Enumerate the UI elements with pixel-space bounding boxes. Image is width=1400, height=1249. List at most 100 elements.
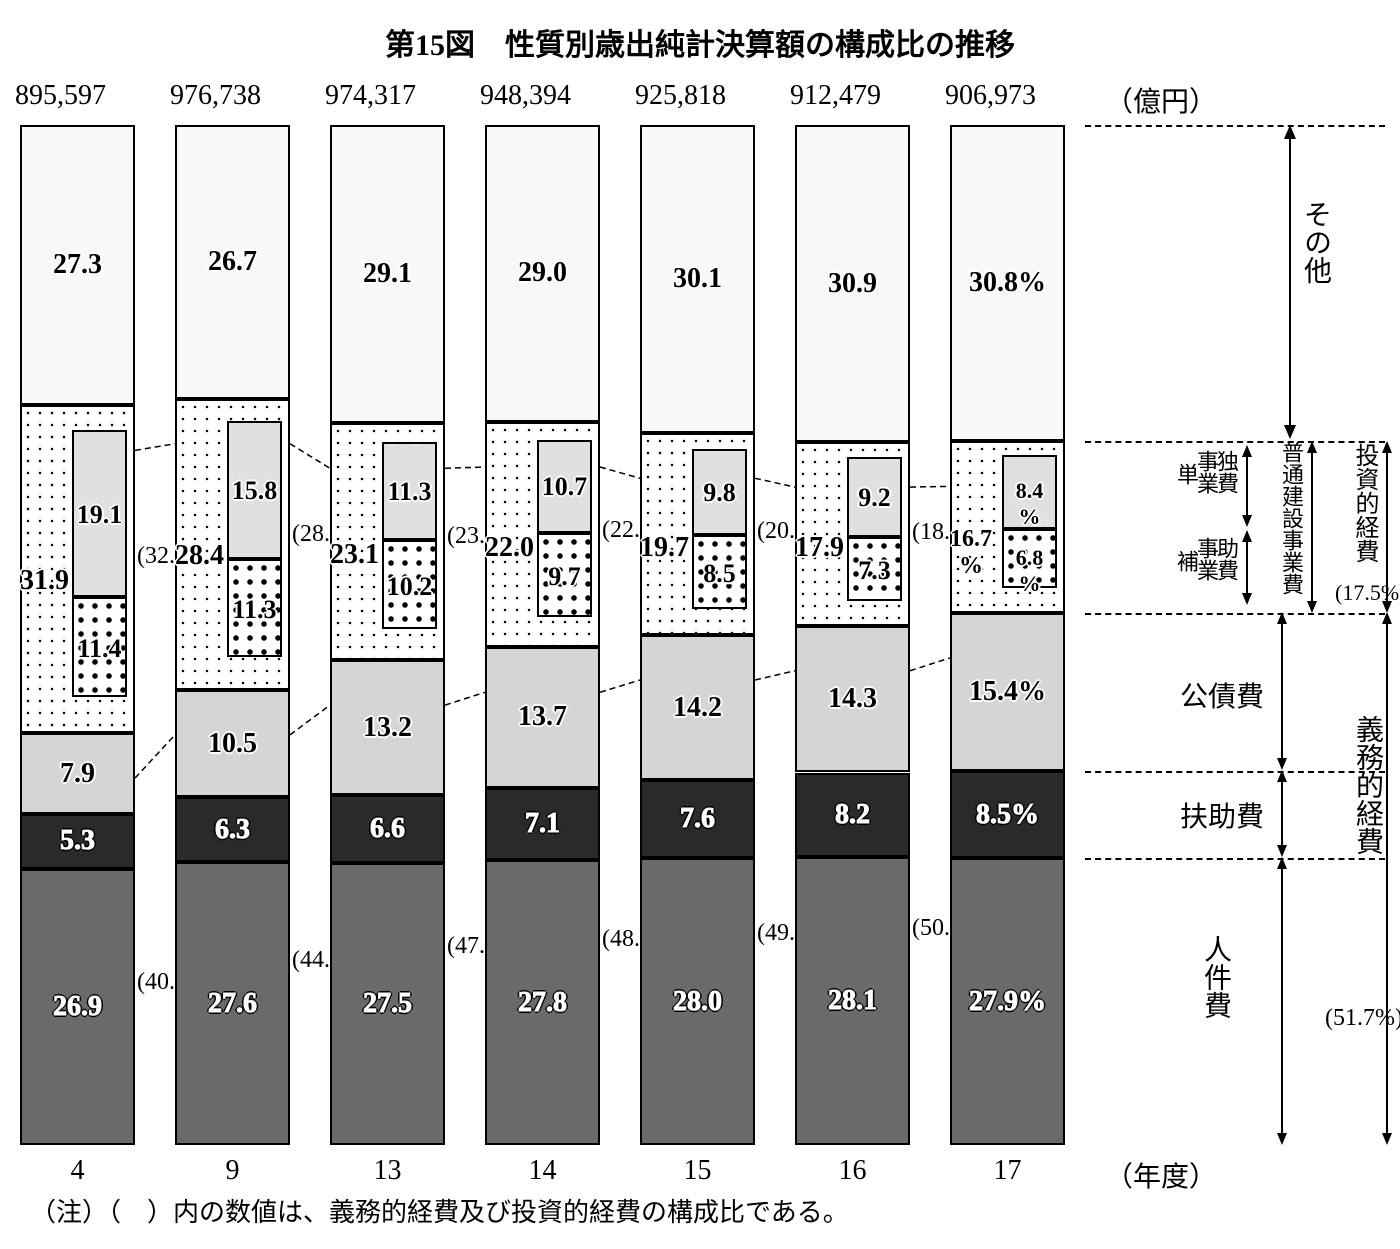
bar-group: 28.07.614.219.79.88.530.115(49.8)(20.1) bbox=[640, 125, 755, 1145]
segment-label: 6.6 bbox=[370, 813, 405, 845]
chart-area: （億円） 895,597976,738974,317948,394925,818… bbox=[20, 80, 1380, 1180]
segment-label: 17.9 bbox=[795, 532, 844, 564]
inner-hojo: 8.5 bbox=[692, 535, 747, 609]
segment-other: 30.9 bbox=[795, 125, 910, 442]
segment-label: 10.2 bbox=[384, 572, 435, 602]
segment-koubai: 14.3 bbox=[795, 626, 910, 773]
segment-label: 30.8% bbox=[969, 267, 1046, 299]
segment-koubai: 13.7 bbox=[485, 647, 600, 787]
label-other: その他 bbox=[1295, 200, 1335, 284]
segment-jinken: 28.0 bbox=[640, 858, 755, 1145]
total-value: 912,479 bbox=[790, 80, 881, 112]
segment-label: 7.6 bbox=[680, 803, 715, 835]
unit-label: （億円） bbox=[1105, 80, 1217, 120]
segment-label: 27.6 bbox=[208, 988, 257, 1020]
guide-line bbox=[1085, 441, 1385, 443]
segment-koubai: 14.2 bbox=[640, 635, 755, 780]
bar-group: 28.18.214.317.99.27.330.916(50.6)(18.5) bbox=[795, 125, 910, 1145]
segment-koubai: 10.5 bbox=[175, 690, 290, 798]
segment-jinken: 26.9 bbox=[20, 869, 135, 1145]
segment-invest: 31.919.1 11.4 bbox=[20, 405, 135, 733]
segment-jinken: 27.9% bbox=[950, 858, 1065, 1145]
label-gimu: 義務的経費 bbox=[1347, 715, 1387, 855]
segment-label: 16.7% bbox=[950, 526, 992, 580]
year-label: 13 bbox=[330, 1155, 445, 1187]
label-gimu-pct: (51.7%) bbox=[1325, 1005, 1400, 1032]
segment-label: 8.4% bbox=[1004, 478, 1055, 530]
segment-fujo: 5.3 bbox=[20, 814, 135, 868]
segment-label: 27.3 bbox=[53, 249, 102, 281]
bar-group: 26.95.37.931.919.111.427.34(40.1)(32.6) bbox=[20, 125, 135, 1145]
annotation-right: その他 投資的経費 (17.5%) 普通建設事業費 独費 単 事業 bbox=[1100, 125, 1400, 1145]
segment-label: 8.5 bbox=[694, 559, 745, 589]
inner-hojo: 11.3 bbox=[227, 559, 282, 657]
segment-invest: 16.7%8.4%6.8% bbox=[950, 441, 1065, 613]
label-ji1: 事業 bbox=[1190, 450, 1222, 494]
segment-label: 8.5% bbox=[976, 799, 1039, 831]
guide-line bbox=[1085, 613, 1385, 615]
label-fujo: 扶助費 bbox=[1180, 795, 1264, 835]
inner-dokuhi: 19.1 bbox=[72, 430, 127, 597]
segment-label: 13.7 bbox=[518, 701, 567, 733]
segment-label: 7.9 bbox=[60, 758, 95, 790]
bar-group: 27.87.113.722.010.79.729.014(48.7)(22.3) bbox=[485, 125, 600, 1145]
segment-label: 8.2 bbox=[835, 799, 870, 831]
segment-jinken: 27.5 bbox=[330, 863, 445, 1145]
label-futsuu: 普通建設事業費 bbox=[1275, 441, 1307, 595]
bar-group: 27.9%8.5%15.4%16.7%8.4%6.8%30.8%17 bbox=[950, 125, 1065, 1145]
segment-label: 7.3 bbox=[849, 556, 900, 586]
label-invest: 投資的経費 bbox=[1347, 443, 1382, 563]
segment-label: 19.7 bbox=[640, 532, 689, 564]
label-invest-pct: (17.5%) bbox=[1335, 580, 1400, 606]
segment-fujo: 6.6 bbox=[330, 795, 445, 863]
segment-label: 6.3 bbox=[215, 814, 250, 846]
inner-dokuhi: 10.7 bbox=[537, 440, 592, 533]
chart-title: 第15図 性質別歳出純計決算額の構成比の推移 bbox=[0, 20, 1400, 64]
segment-other: 27.3 bbox=[20, 125, 135, 405]
segment-fujo: 8.5% bbox=[950, 771, 1065, 858]
total-value: 895,597 bbox=[15, 80, 106, 112]
segment-fujo: 7.6 bbox=[640, 780, 755, 858]
total-value: 974,317 bbox=[325, 80, 416, 112]
bar-group: 27.66.310.528.415.811.326.79(44.4)(28.9) bbox=[175, 125, 290, 1145]
inner-dokuhi: 9.2 bbox=[847, 457, 902, 537]
segment-label: 9.8 bbox=[694, 478, 745, 508]
footnote: （注）（ ）内の数値は、義務的経費及び投資的経費の構成比である。 bbox=[30, 1192, 849, 1229]
segment-label: 14.3 bbox=[828, 683, 877, 715]
inner-dokuhi: 9.8 bbox=[692, 449, 747, 534]
year-label: 15 bbox=[640, 1155, 755, 1187]
segment-label: 5.3 bbox=[60, 825, 95, 857]
segment-label: 29.1 bbox=[363, 258, 412, 290]
segment-label: 7.1 bbox=[525, 808, 560, 840]
segment-label: 15.8 bbox=[229, 476, 280, 506]
segment-invest: 23.111.310.2 bbox=[330, 423, 445, 660]
bar-group: 27.56.613.223.111.310.229.113(47.3)(23.6… bbox=[330, 125, 445, 1145]
year-label: 4 bbox=[20, 1155, 135, 1187]
year-label: 14 bbox=[485, 1155, 600, 1187]
segment-label: 10.7 bbox=[539, 472, 590, 502]
inner-dokuhi: 15.8 bbox=[227, 421, 282, 559]
segment-jinken: 27.8 bbox=[485, 860, 600, 1145]
segment-fujo: 7.1 bbox=[485, 788, 600, 861]
inner-hojo: 6.8% bbox=[1002, 529, 1057, 588]
segment-label: 22.0 bbox=[485, 532, 534, 564]
segment-label: 28.1 bbox=[828, 985, 877, 1017]
total-value: 906,973 bbox=[945, 80, 1036, 112]
segment-label: 6.8% bbox=[1004, 545, 1055, 597]
segment-other: 26.7 bbox=[175, 125, 290, 399]
segment-label: 30.1 bbox=[673, 263, 722, 295]
segment-koubai: 7.9 bbox=[20, 733, 135, 814]
inner-hojo: 11.4 bbox=[72, 597, 127, 697]
totals-row: （億円） 895,597976,738974,317948,394925,818… bbox=[20, 80, 1380, 120]
segment-label: 13.2 bbox=[363, 712, 412, 744]
segment-jinken: 27.6 bbox=[175, 862, 290, 1145]
segment-invest: 28.415.811.3 bbox=[175, 399, 290, 690]
label-koubai: 公債費 bbox=[1180, 675, 1264, 715]
segment-label: 27.8 bbox=[518, 987, 567, 1019]
segment-other: 29.0 bbox=[485, 125, 600, 422]
total-value: 925,818 bbox=[635, 80, 726, 112]
segment-label: 31.9 bbox=[20, 565, 69, 597]
segment-koubai: 15.4% bbox=[950, 613, 1065, 771]
segment-koubai: 13.2 bbox=[330, 660, 445, 795]
segment-label: 11.4 bbox=[74, 634, 125, 664]
